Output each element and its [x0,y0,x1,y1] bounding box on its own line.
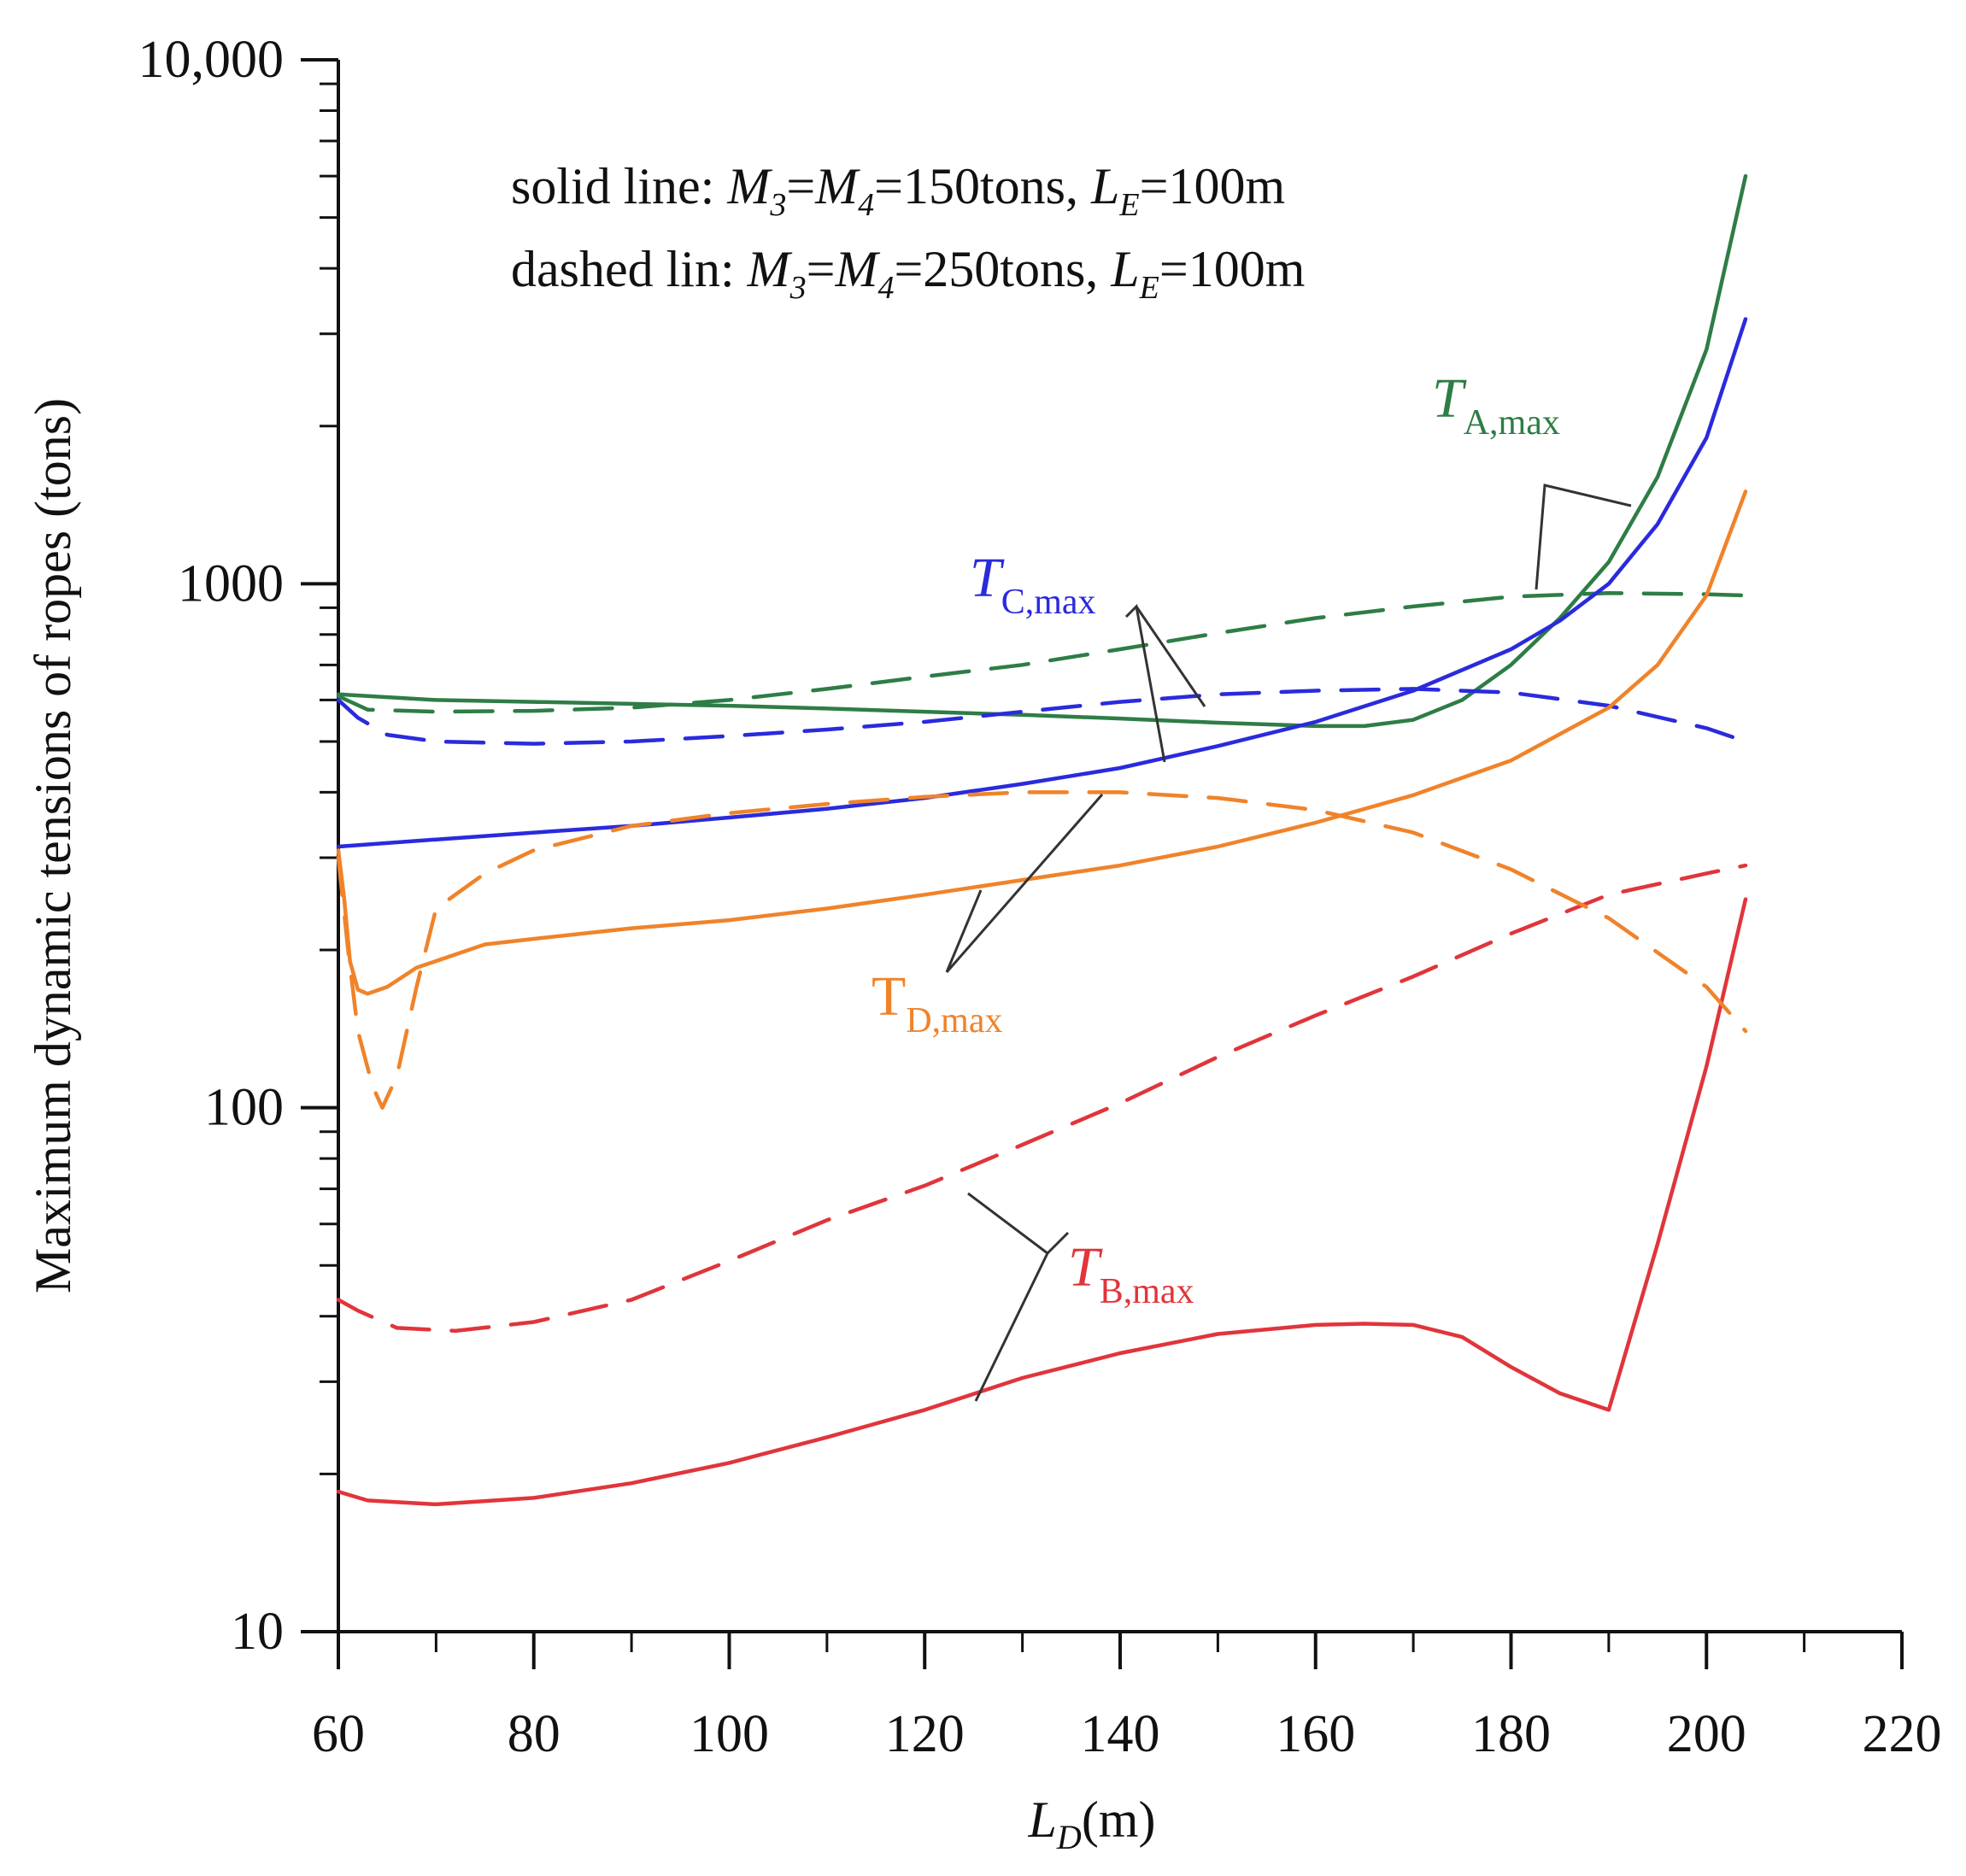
x-tick-label: 220 [1863,1705,1942,1763]
y-axis-ticks: 10 100 1000 10,000 [138,31,338,1661]
label-t-c-max: TC,max [970,547,1096,622]
x-axis-ticks: 60 80 100 120 140 160 180 200 220 [312,1632,1942,1763]
x-axis-title: LD(m) [1028,1791,1156,1856]
annotation-dashed: dashed lin: M3=M4=250tons, LE=100m [511,241,1305,306]
series-b-dashed [336,863,1748,1334]
x-tick-label: 200 [1667,1705,1746,1763]
x-tick-label: 180 [1471,1705,1551,1763]
leader-b-2 [1046,1231,1070,1255]
x-tick-label: 120 [885,1705,965,1763]
series-layer [336,173,1748,1507]
x-tick-label: 100 [690,1705,769,1763]
x-tick-label: 80 [508,1705,560,1763]
y-axis-title: Maximum dynamic tensions of ropes (tons) [25,398,81,1293]
x-tick-label: 160 [1276,1705,1355,1763]
y-tick-label: 10,000 [138,31,285,89]
leader-c-2 [1135,606,1206,707]
series-a-dashed [336,590,1748,714]
annotation-solid: solid line: M3=M4=150tons, LE=100m [511,158,1285,223]
series-d-dashed [336,790,1748,1110]
y-tick-label: 100 [204,1079,284,1137]
leader-b [967,1192,1049,1402]
y-tick-label: 1000 [178,554,284,613]
series-b-solid [336,897,1748,1507]
x-tick-label: 140 [1081,1705,1160,1763]
leader-a [1535,484,1632,590]
series-c-solid [336,317,1748,849]
label-t-b-max: TB,max [1068,1236,1194,1311]
series-d-solid [336,490,1748,996]
leader-c [1124,603,1166,763]
series-c-dashed [336,687,1748,746]
series-a-solid [336,173,1748,729]
y-tick-label: 10 [231,1603,284,1661]
label-t-d-max: TD,max [871,965,1002,1041]
label-t-a-max: TA,max [1432,367,1560,443]
leader-d [945,794,1104,973]
x-tick-label: 60 [312,1705,365,1763]
leader-lines [945,484,1632,1402]
leader-d-2 [945,889,983,973]
